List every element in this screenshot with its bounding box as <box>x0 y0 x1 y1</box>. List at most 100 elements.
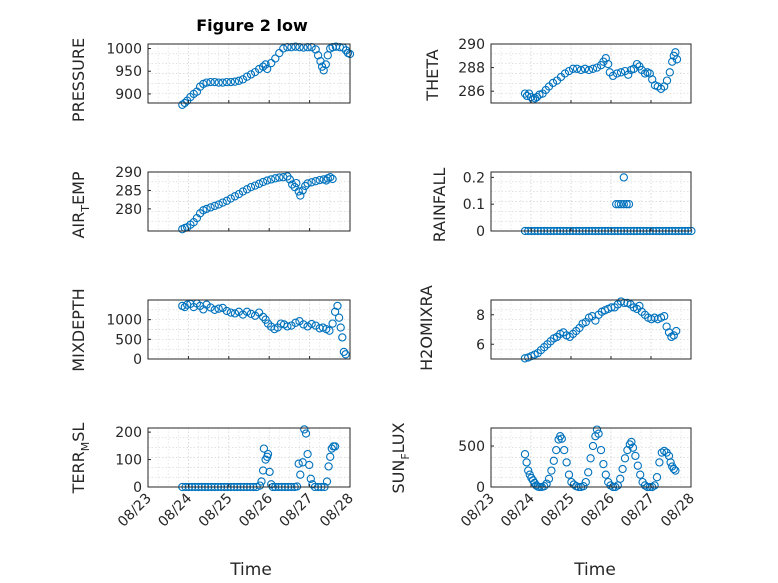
pressure-point <box>267 58 276 68</box>
air_temp-point <box>258 177 268 187</box>
mixdepth-point <box>222 306 231 316</box>
terr_msl-point <box>305 460 314 470</box>
sun_flux-point <box>616 474 625 483</box>
sun_flux-point <box>660 446 669 456</box>
sun_flux-xtick-label: 08/24 <box>498 490 538 530</box>
h2omixra-point <box>667 332 676 342</box>
air_temp-point <box>271 174 280 183</box>
sun_flux-point <box>620 454 630 463</box>
mixdepth-panel: 0 500 1000 <box>106 299 351 368</box>
theta-point <box>584 65 594 75</box>
air_temp-point <box>294 187 303 196</box>
mixdepth-point <box>307 319 316 329</box>
sun_flux-point <box>631 451 640 461</box>
pressure-point <box>214 78 223 87</box>
h2omixra-point <box>660 312 669 321</box>
theta-point <box>672 55 682 64</box>
pressure-point <box>258 62 268 71</box>
mixdepth-point <box>334 313 344 322</box>
right-xlabel: Time <box>573 560 616 580</box>
sun_flux-xtick-label: 08/27 <box>618 491 658 531</box>
terr_msl-point <box>326 452 335 461</box>
theta-point <box>520 89 530 98</box>
pressure-point <box>226 77 235 87</box>
air_temp-point <box>307 178 316 187</box>
air_temp-point <box>206 203 215 212</box>
air_temp-point <box>311 177 320 186</box>
air_temp-point <box>250 181 260 190</box>
mixdepth-point <box>230 309 240 318</box>
theta-point <box>522 91 532 101</box>
rainfall-axes-frame <box>490 171 692 232</box>
terr_msl-point <box>324 462 333 471</box>
pressure-panel: 900 950 1000 <box>106 42 355 109</box>
terr_msl-point <box>263 449 273 459</box>
pressure-point <box>206 77 215 87</box>
air_temp-point <box>242 185 252 194</box>
terr_msl-point <box>265 467 274 477</box>
sun_flux-point <box>560 445 569 455</box>
figure-title: Figure 2 low <box>196 16 308 35</box>
h2omixra-panel: 68 <box>476 297 692 363</box>
sun_flux-axes-frame <box>490 427 692 488</box>
pressure-point <box>321 60 330 69</box>
sun_flux-ytick-label: 500 <box>458 439 485 455</box>
air_temp-point <box>210 201 219 211</box>
sun_flux-point <box>584 468 593 477</box>
air_temp-ytick-label: 280 <box>115 202 142 218</box>
sun_flux-xtick-label: 08/26 <box>578 490 618 530</box>
terr_msl-xtick-label: 08/24 <box>155 490 195 530</box>
terr_msl-point <box>255 481 265 490</box>
pressure-point <box>218 78 227 87</box>
air_temp-point <box>285 175 294 184</box>
sun-flux-ylabel: SUNFLUX <box>389 422 412 493</box>
air_temp-point <box>263 176 272 185</box>
mixdepth-point <box>238 310 248 319</box>
air_temp-point <box>326 173 335 182</box>
pressure-axes-frame <box>147 43 351 104</box>
left-xlabel: Time <box>229 560 272 580</box>
air_temp-point <box>226 194 235 203</box>
air_temp-point <box>254 179 264 188</box>
mixdepth-ytick-label: 0 <box>133 352 142 368</box>
pressure-point <box>263 64 272 74</box>
pressure-point <box>210 77 219 87</box>
rainfall-panel: 0 0.1 0.2 <box>463 170 696 240</box>
sun_flux-point <box>652 473 662 482</box>
sun_flux-point <box>544 474 554 483</box>
sun_flux-xtick-label: 08/23 <box>458 491 498 531</box>
sun_flux-point <box>657 448 666 457</box>
terr_msl-point <box>257 477 266 486</box>
air_temp-point <box>202 204 211 214</box>
sun_flux-point <box>599 459 608 469</box>
mixdepth-point <box>328 319 337 328</box>
sun_flux-point <box>579 482 588 491</box>
h2omixra-point <box>672 326 681 336</box>
rainfall-point <box>619 173 628 182</box>
theta-ytick-label: 286 <box>458 84 485 100</box>
air_temp-point <box>315 175 324 185</box>
mixdepth-point <box>214 304 223 313</box>
rainfall-ytick-label: 0.1 <box>463 197 485 213</box>
pressure-point <box>254 64 264 74</box>
sun_flux-point <box>655 458 664 467</box>
pressure-ytick-label: 900 <box>115 87 142 103</box>
air_temp-axes-frame <box>147 171 351 232</box>
h2omixra-point <box>669 331 678 340</box>
terr_msl-point <box>306 474 315 483</box>
terr_msl-axes-frame <box>147 427 351 488</box>
pressure-point <box>261 60 270 69</box>
pressure-ytick-label: 950 <box>115 64 142 80</box>
mixdepth-ylabel: MIXDEPTH <box>69 288 88 371</box>
terr_msl-point <box>303 449 312 459</box>
sun_flux-point <box>636 470 645 479</box>
mixdepth-ytick-label: 1000 <box>106 313 142 329</box>
air_temp-point <box>301 181 310 191</box>
sun_flux-point <box>549 456 558 465</box>
theta-point <box>612 69 622 78</box>
mixdepth-point <box>287 321 296 330</box>
sun_flux-point <box>552 445 561 455</box>
air_temp-point <box>238 187 248 196</box>
pressure-point <box>178 100 187 109</box>
